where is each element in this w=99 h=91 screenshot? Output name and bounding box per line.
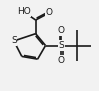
Text: HO: HO (17, 7, 31, 16)
Text: O: O (46, 8, 53, 17)
Text: O: O (58, 56, 65, 65)
Text: S: S (11, 36, 17, 45)
Text: O: O (58, 26, 65, 35)
Text: S: S (59, 41, 64, 50)
